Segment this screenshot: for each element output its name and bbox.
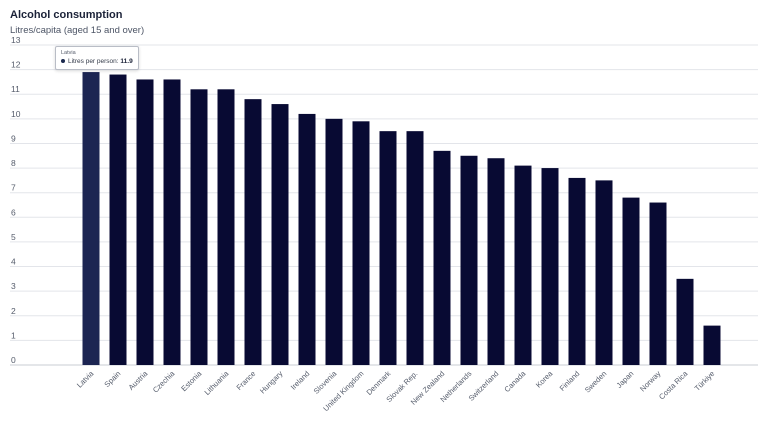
bar[interactable] [298,113,316,365]
x-tick-label: Slovenia [312,368,339,395]
bar[interactable] [244,99,262,366]
x-tick-label: Ireland [289,369,312,392]
bar[interactable] [541,168,559,365]
y-tick-label: 11 [11,84,20,94]
y-tick-label: 3 [11,281,16,291]
bar[interactable] [622,197,640,365]
bar[interactable] [325,118,343,365]
y-tick-label: 10 [11,109,21,119]
bar[interactable] [433,150,451,365]
y-tick-label: 5 [11,232,16,242]
bars [82,72,721,366]
series-dot-icon [61,59,65,64]
bar-tooltip: Latvia Litres per person: 11.9 [55,46,139,70]
bar[interactable] [379,131,397,365]
y-tick-label: 1 [11,330,16,340]
x-axis-ticks: Latvia Spain Austria Czechia Estonia Lithuani… [75,368,717,413]
x-tick-label: Spain [102,369,122,389]
bar[interactable] [676,278,694,365]
x-tick-label: Czechia [151,368,177,394]
x-tick-label: Norway [638,369,663,394]
y-tick-label: 12 [11,60,21,70]
tooltip-value: 11.9 [120,58,133,65]
bar[interactable] [217,89,235,366]
y-tick-label: 8 [11,158,16,168]
bar[interactable] [649,202,667,365]
bar[interactable] [82,72,100,366]
tooltip-country: Latvia [61,50,76,56]
bar[interactable] [568,177,586,365]
x-tick-label: Costa Rica [657,368,690,401]
bar[interactable] [136,79,154,365]
tooltip-row: Litres per person: 11.9 [61,57,133,66]
y-tick-label: 13 [11,35,21,45]
x-tick-label: Canada [502,368,528,394]
y-tick-label: 2 [11,306,16,316]
bar[interactable] [514,165,532,365]
bar[interactable] [190,89,208,366]
bar[interactable] [352,121,370,365]
y-tick-label: 7 [11,183,16,193]
x-tick-label: Japan [615,369,636,390]
x-tick-label: Austria [127,368,150,391]
x-tick-label: Finland [558,369,582,393]
x-tick-label: Latvia [75,368,96,389]
bar[interactable] [109,74,127,366]
x-tick-label: Estonia [179,368,204,393]
x-tick-label: Lithuania [203,368,231,396]
y-tick-label: 4 [11,257,16,267]
x-tick-label: Hungary [258,369,285,396]
bar[interactable] [406,131,424,365]
x-tick-label: Korea [534,368,555,389]
y-tick-label: 6 [11,207,16,217]
x-tick-label: Türkiye [693,369,717,393]
y-tick-label: 9 [11,133,16,143]
bar[interactable] [487,158,505,365]
chart-title: Alcohol consumption [10,9,123,21]
tooltip-measure-label: Litres per person: [68,58,119,65]
y-axis-label: Litres/capita (aged 15 and over) [10,25,145,36]
y-tick-label: 0 [11,355,16,365]
bar[interactable] [460,155,478,365]
bar[interactable] [163,79,181,365]
bar[interactable] [271,104,289,366]
x-tick-label: Sweden [583,369,609,395]
x-tick-label: France [235,369,258,392]
bar[interactable] [703,325,721,365]
bar[interactable] [595,180,613,365]
